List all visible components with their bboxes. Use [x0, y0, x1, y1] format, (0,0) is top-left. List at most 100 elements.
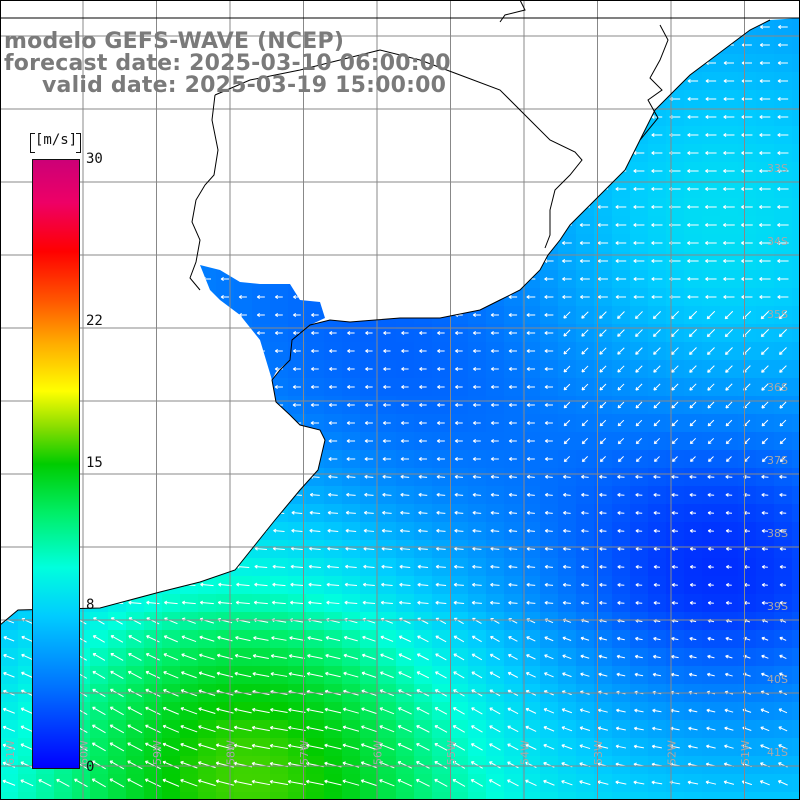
wind-arrow	[145, 652, 160, 661]
wind-arrow	[162, 724, 180, 733]
wind-arrow	[251, 725, 270, 732]
wind-arrow	[544, 600, 554, 605]
wind-arrow	[308, 564, 321, 569]
wind-arrow	[562, 600, 571, 605]
wind-arrow	[653, 456, 660, 463]
wind-arrow	[544, 385, 554, 389]
wind-arrow	[635, 419, 643, 427]
wind-arrow	[343, 671, 359, 678]
wind-arrow	[597, 205, 609, 209]
wind-arrow	[761, 636, 769, 641]
wind-arrow	[741, 259, 753, 263]
wind-arrow	[199, 600, 214, 605]
longitude-label: 51W	[739, 740, 752, 765]
wind-arrow	[292, 367, 301, 371]
wind-arrow	[779, 672, 787, 678]
wind-arrow	[579, 708, 590, 713]
wind-arrow	[689, 528, 696, 533]
wind-arrow	[507, 671, 519, 678]
wind-arrow	[472, 474, 481, 479]
wind-arrow	[270, 707, 288, 714]
colorbar	[32, 159, 80, 769]
wind-arrow	[128, 635, 142, 643]
wind-arrow	[437, 349, 445, 353]
wind-arrow	[617, 437, 625, 445]
wind-arrow	[3, 671, 15, 678]
wind-arrow	[617, 510, 625, 515]
longitude-label: 56W	[372, 740, 385, 765]
wind-cell	[540, 792, 558, 800]
wind-arrow	[508, 295, 518, 299]
wind-arrow	[635, 474, 643, 479]
wind-arrow	[543, 725, 555, 732]
wind-arrow	[633, 205, 645, 209]
wind-arrow	[653, 383, 661, 391]
wind-arrow	[363, 528, 375, 533]
wind-cell	[792, 288, 800, 306]
wind-arrow	[220, 295, 229, 299]
wind-arrow	[597, 259, 609, 263]
wind-arrow	[361, 725, 377, 733]
wind-cell	[792, 144, 800, 162]
longitude-label: 52W	[666, 740, 679, 765]
wind-arrow	[687, 97, 699, 101]
wind-arrow	[490, 421, 499, 425]
wind-arrow	[92, 724, 106, 734]
wind-arrow	[418, 421, 427, 425]
wind-arrow	[109, 706, 124, 716]
wind-arrow	[599, 564, 607, 569]
wind-arrow	[724, 744, 734, 749]
wind-arrow	[687, 277, 699, 281]
wind-arrow	[723, 61, 735, 65]
wind-arrow	[325, 635, 341, 642]
wind-arrow	[725, 456, 732, 463]
wind-arrow	[526, 582, 536, 587]
wind-arrow	[472, 457, 481, 461]
wind-arrow	[544, 654, 554, 660]
wind-arrow	[652, 311, 661, 320]
wind-arrow	[364, 421, 373, 425]
wind-cell	[792, 126, 800, 144]
wind-arrow	[688, 726, 698, 731]
wind-arrow	[725, 600, 732, 605]
wind-arrow	[741, 97, 753, 101]
wind-arrow	[581, 311, 589, 319]
wind-arrow	[454, 439, 463, 443]
wind-arrow	[580, 295, 590, 299]
wind-arrow	[3, 653, 15, 660]
wind-arrow	[562, 546, 571, 551]
wind-arrow	[490, 492, 500, 497]
wind-arrow	[144, 742, 161, 752]
wind-arrow	[653, 546, 661, 551]
wind-arrow	[92, 706, 106, 716]
wind-arrow	[453, 582, 464, 587]
wind-arrow	[599, 383, 607, 391]
wind-arrow	[597, 223, 609, 227]
wind-arrow	[705, 259, 717, 263]
wind-arrow	[597, 708, 608, 713]
wind-arrow	[633, 295, 645, 299]
wind-arrow	[256, 331, 265, 335]
wind-arrow	[689, 365, 697, 373]
wind-cell	[630, 792, 648, 800]
wind-arrow	[490, 313, 499, 317]
wind-arrow	[199, 653, 215, 660]
wind-arrow	[779, 474, 787, 479]
wind-arrow	[633, 259, 645, 263]
wind-arrow	[761, 582, 768, 587]
wind-arrow	[472, 528, 482, 533]
wind-arrow	[526, 313, 536, 317]
wind-arrow	[435, 635, 447, 643]
wind-arrow	[777, 115, 789, 119]
wind-arrow	[615, 259, 627, 263]
wind-arrow	[671, 437, 679, 445]
wind-arrow	[563, 528, 571, 533]
wind-arrow	[400, 510, 410, 515]
wind-arrow	[689, 383, 697, 391]
wind-arrow	[705, 79, 717, 83]
wind-arrow	[706, 347, 715, 356]
wind-arrow	[309, 492, 320, 497]
wind-arrow	[760, 347, 769, 356]
wind-arrow	[580, 654, 590, 659]
